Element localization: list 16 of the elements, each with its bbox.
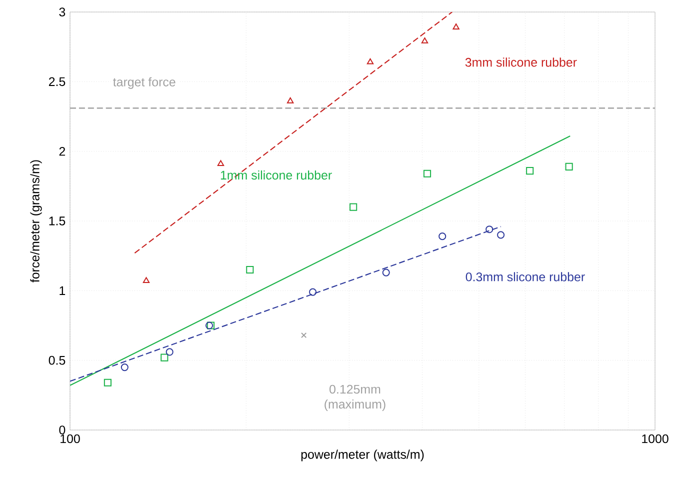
text: 0.3mm slicone rubber [466, 272, 585, 282]
text: 1mm silicone rubber [220, 170, 332, 180]
y-tick-label: 0.5 [48, 356, 66, 365]
y-tick-label: 3 [59, 8, 66, 16]
x-tick-label: 1000 [642, 434, 668, 444]
y-tick-label: 0 [59, 426, 66, 434]
annotation: 0.125mm (maximum) [324, 384, 386, 412]
x-tick-label: 100 [60, 434, 80, 444]
y-tick-label: 2 [59, 146, 66, 156]
x-axis-title: power/meter (watts/m) [301, 450, 424, 462]
ref-line-label: target force [113, 77, 176, 89]
y-tick-label: 2.5 [48, 77, 66, 86]
y-tick-label: 1.5 [49, 216, 66, 226]
text: 3mm silicone rubber [465, 58, 577, 67]
y-axis-title: force/meter (grams/m) [30, 160, 42, 282]
y-tick-label: 1 [60, 286, 66, 295]
